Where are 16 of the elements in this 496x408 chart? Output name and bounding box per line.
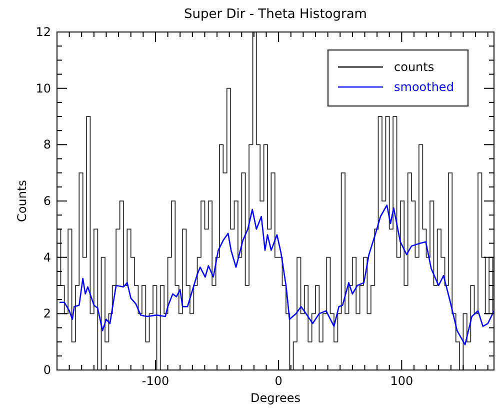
x-tick-label: -100 — [142, 374, 170, 388]
y-tick-label: 8 — [43, 138, 51, 152]
y-axis-title: Counts — [15, 180, 29, 222]
legend-label: smoothed — [394, 80, 454, 94]
y-tick-label: 10 — [36, 81, 51, 96]
x-tick-label: 100 — [390, 374, 414, 388]
y-tick-label: 2 — [43, 306, 51, 321]
y-tick-label: 4 — [43, 250, 51, 264]
legend-label: counts — [394, 60, 434, 74]
line-series — [58, 204, 494, 346]
x-axis-title: Degrees — [250, 391, 300, 405]
y-tick-label: 6 — [43, 194, 51, 208]
y-tick-label: 0 — [43, 363, 51, 377]
x-tick-label: 0 — [274, 374, 282, 388]
y-tick-label: 12 — [36, 25, 51, 39]
chart-title: Super Dir - Theta Histogram — [184, 7, 367, 22]
